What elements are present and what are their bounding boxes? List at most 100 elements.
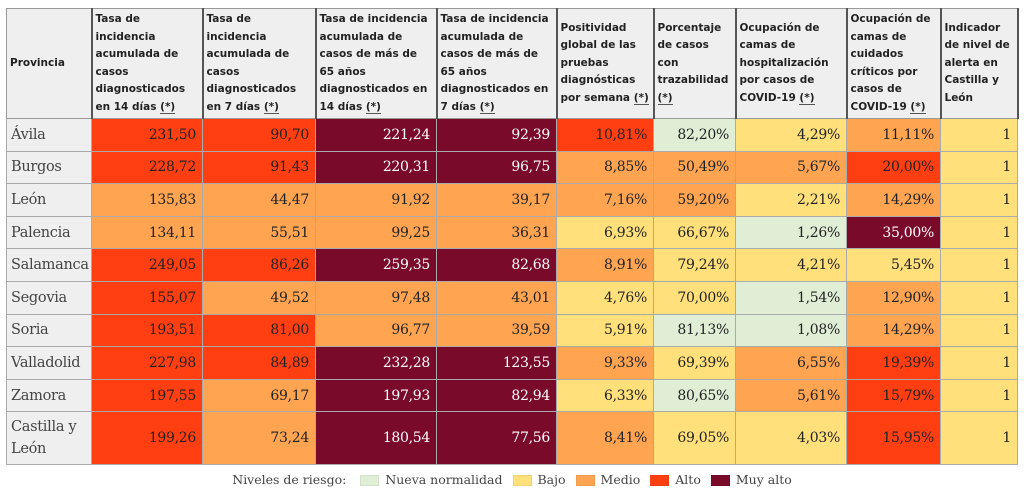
indicator-cell: 69,17 xyxy=(202,378,316,413)
indicator-cell: 82,20% xyxy=(653,118,736,152)
province-name: Soria xyxy=(6,313,92,348)
indicator-cell: 80,65% xyxy=(653,378,736,413)
legend-swatch xyxy=(710,475,730,486)
indicator-cell: 197,55 xyxy=(91,378,203,413)
indicator-cell: 220,31 xyxy=(315,150,437,185)
column-header-label: Tasa de incidencia acumulada de casos de… xyxy=(319,13,428,113)
table-row: Salamanca 249,05 86,26 259,35 82,68 8,91% 79,2… xyxy=(6,248,1018,282)
indicator-cell: 1 xyxy=(940,346,1018,380)
indicator-cell: 1 xyxy=(940,118,1018,152)
province-name: Valladolid xyxy=(6,346,92,380)
legend-label: Bajo xyxy=(537,472,566,487)
indicator-cell: 232,28 xyxy=(315,346,437,380)
legend-item: Alto xyxy=(650,472,701,487)
indicator-cell: 84,89 xyxy=(202,346,316,380)
legend-swatch xyxy=(360,475,380,486)
indicator-cell: 82,68 xyxy=(436,248,557,282)
table-row: Palencia 134,11 55,51 99,25 36,31 6,93% 66,67%… xyxy=(6,215,1018,250)
legend-label: Alto xyxy=(675,472,701,487)
legend-title: Niveles de riesgo: xyxy=(232,472,347,487)
indicator-cell: 6,33% xyxy=(556,378,654,413)
legend-item: Nueva normalidad xyxy=(360,472,503,487)
table-header-row: Provincia Tasa de incidencia acumulada de… xyxy=(6,8,1019,119)
footnote-link[interactable]: (*) xyxy=(657,91,673,105)
table-row: Zamora 197,55 69,17 197,93 82,94 6,33% 80,65% 5… xyxy=(6,378,1018,413)
table-row: Segovia 155,07 49,52 97,48 43,01 4,76% 70,00% 1… xyxy=(6,280,1018,315)
footnote-link[interactable]: (*) xyxy=(160,100,176,114)
indicator-cell: 123,55 xyxy=(436,346,557,380)
indicator-cell: 197,93 xyxy=(315,378,437,413)
province-name: Zamora xyxy=(6,378,92,413)
indicator-cell: 6,93% xyxy=(556,215,654,250)
indicator-cell: 97,48 xyxy=(315,280,437,315)
indicator-cell: 81,13% xyxy=(653,313,736,348)
column-header: Ocupación de camas de hospitalización po… xyxy=(735,8,848,119)
indicator-cell: 91,43 xyxy=(202,150,316,185)
column-header-label: Tasa de incidencia acumulada de casos di… xyxy=(206,13,297,113)
indicator-cell: 2,21% xyxy=(735,183,847,217)
indicator-cell: 4,03% xyxy=(735,411,847,466)
column-header-label: Ocupación de camas de hospitalización po… xyxy=(739,21,829,104)
indicator-cell: 180,54 xyxy=(315,411,437,466)
footnote-link[interactable]: (*) xyxy=(365,100,381,114)
indicator-cell: 79,24% xyxy=(653,248,736,282)
indicator-cell: 1 xyxy=(940,150,1018,185)
legend-label: Nueva normalidad xyxy=(385,472,503,487)
footnote-link[interactable]: (*) xyxy=(910,100,926,114)
footnote-link[interactable]: (*) xyxy=(263,100,279,114)
indicator-cell: 1 xyxy=(940,183,1018,217)
legend-swatch xyxy=(512,475,532,486)
indicator-cell: 5,67% xyxy=(735,150,847,185)
indicator-cell: 5,91% xyxy=(556,313,654,348)
column-header-label: Porcentaje de casos con trazabilidad xyxy=(657,21,729,87)
indicator-cell: 227,98 xyxy=(91,346,203,380)
province-name: León xyxy=(6,183,92,217)
indicator-cell: 1 xyxy=(940,411,1018,466)
indicator-cell: 43,01 xyxy=(436,280,557,315)
column-header: Indicador de nivel de alerta en Castilla… xyxy=(940,8,1019,119)
column-header: Positividad global de las pruebas diagnó… xyxy=(556,8,655,119)
footnote-link[interactable]: (*) xyxy=(633,91,649,105)
column-header-label: Provincia xyxy=(10,56,65,69)
column-header: Porcentaje de casos con trazabilidad (*) xyxy=(653,8,737,119)
indicator-cell: 73,24 xyxy=(202,411,316,466)
table-row: Valladolid 227,98 84,89 232,28 123,55 9,33% 69… xyxy=(6,346,1018,380)
indicator-cell: 5,61% xyxy=(735,378,847,413)
indicator-cell: 39,59 xyxy=(436,313,557,348)
footnote-link[interactable]: (*) xyxy=(479,100,495,114)
indicator-cell: 259,35 xyxy=(315,248,437,282)
indicator-cell: 9,33% xyxy=(556,346,654,380)
indicator-cell: 82,94 xyxy=(436,378,557,413)
column-header-label: Tasa de incidencia acumulada de casos de… xyxy=(440,13,549,113)
column-header-label: Positividad global de las pruebas diagnó… xyxy=(560,21,636,104)
indicator-cell: 7,16% xyxy=(556,183,654,217)
indicator-cell: 49,52 xyxy=(202,280,316,315)
indicator-cell: 1,26% xyxy=(735,215,847,250)
table-row: Ávila 231,50 90,70 221,24 92,39 10,81% 82,20% 4… xyxy=(6,118,1018,152)
province-name: Segovia xyxy=(6,280,92,315)
indicator-cell: 55,51 xyxy=(202,215,316,250)
indicator-cell: 1 xyxy=(940,378,1018,413)
indicator-cell: 193,51 xyxy=(91,313,203,348)
indicator-cell: 36,31 xyxy=(436,215,557,250)
province-name: Ávila xyxy=(6,118,92,152)
indicator-cell: 14,29% xyxy=(846,183,941,217)
legend-item: Muy alto xyxy=(710,472,792,487)
column-header: Ocupación de camas de cuidados críticos … xyxy=(846,8,942,119)
indicator-cell: 90,70 xyxy=(202,118,316,152)
table-row: León 135,83 44,47 91,92 39,17 7,16% 59,20% 2,21… xyxy=(6,183,1018,217)
indicator-cell: 99,25 xyxy=(315,215,437,250)
indicator-cell: 1 xyxy=(940,215,1018,250)
indicator-cell: 4,76% xyxy=(556,280,654,315)
province-name: Burgos xyxy=(6,150,92,185)
indicator-cell: 228,72 xyxy=(91,150,203,185)
indicator-cell: 10,81% xyxy=(556,118,654,152)
indicator-cell: 1,54% xyxy=(735,280,847,315)
indicator-cell: 135,83 xyxy=(91,183,203,217)
column-header: Tasa de incidencia acumulada de casos de… xyxy=(436,8,558,119)
indicator-cell: 77,56 xyxy=(436,411,557,466)
footnote-link[interactable]: (*) xyxy=(799,91,815,105)
indicator-cell: 199,26 xyxy=(91,411,203,466)
indicator-cell: 6,55% xyxy=(735,346,847,380)
indicator-cell: 69,05% xyxy=(653,411,736,466)
